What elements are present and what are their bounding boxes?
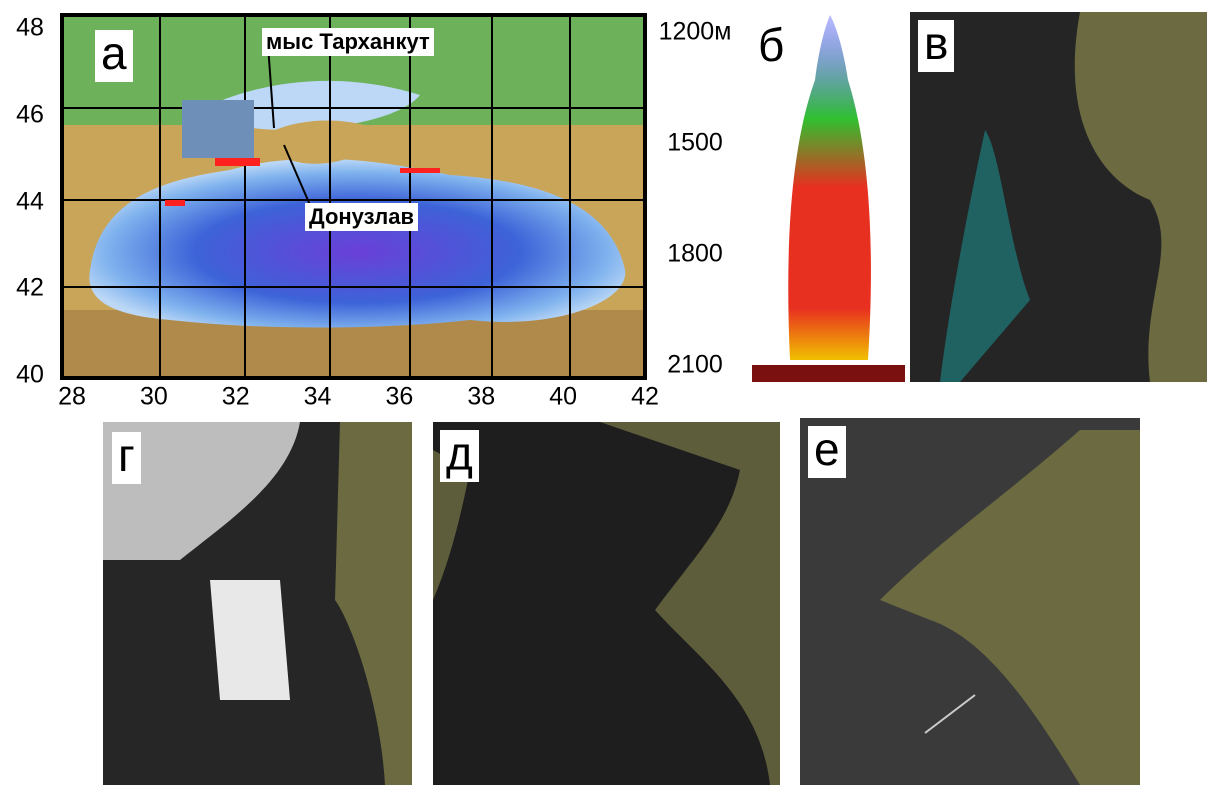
- lon-tick-label: 32: [222, 383, 250, 412]
- lat-tick-label: 40: [16, 361, 44, 390]
- panel-label: д: [440, 430, 479, 482]
- lat-tick-label: 48: [16, 14, 44, 43]
- lon-tick-label: 34: [304, 383, 332, 412]
- lat-tick-label: 46: [16, 100, 44, 129]
- lon-tick-label: 36: [386, 383, 414, 412]
- depth-tick-label: 1800: [667, 240, 723, 269]
- depth-tick-label: 2100: [667, 351, 723, 380]
- annotation: Донузлав: [305, 203, 418, 231]
- lon-tick-label: 28: [58, 383, 86, 412]
- panel-label: б: [752, 22, 790, 74]
- lon-tick-label: 40: [549, 383, 577, 412]
- lat-tick-label: 44: [16, 187, 44, 216]
- clouds: [210, 580, 290, 700]
- lon-tick-label: 42: [631, 383, 659, 412]
- map-panel: [62, 15, 645, 378]
- panel-label: а: [95, 30, 133, 82]
- panel-label: е: [808, 426, 846, 478]
- figure-graphics: [0, 0, 1213, 785]
- panel-label: в: [918, 20, 954, 72]
- annotation: мыс Тарханкут: [262, 28, 434, 56]
- lon-tick-label: 30: [140, 383, 168, 412]
- depth-tick-label: 1200м: [659, 18, 732, 47]
- lon-tick-label: 38: [467, 383, 495, 412]
- sea-floor: [752, 365, 905, 382]
- panel-label: г: [112, 432, 141, 484]
- depth-tick-label: 1500: [667, 129, 723, 158]
- figure: {"panels": ["а", "б", "в", "г", "д", "е"…: [0, 0, 1213, 785]
- lat-tick-label: 42: [16, 274, 44, 303]
